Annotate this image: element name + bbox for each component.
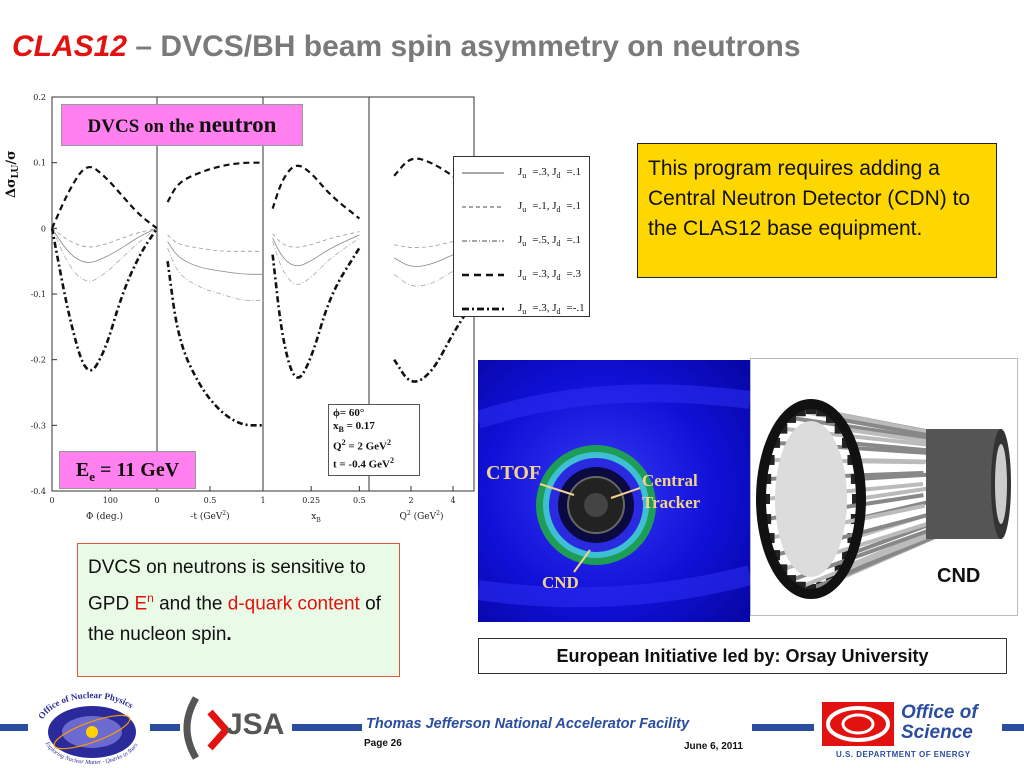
- footer-band: [150, 724, 180, 731]
- x-tick-label: 0.5: [204, 496, 217, 505]
- title-rest: – DVCS/BH beam spin asymmetry on neutron…: [127, 30, 801, 63]
- dvcs-neutron-label: DVCS on the neutron: [61, 104, 303, 146]
- series-line: [271, 247, 361, 379]
- svg-text:JSA: JSA: [226, 708, 284, 741]
- ctof-label: CTOF: [486, 462, 541, 484]
- kin-t: t = -0.4 GeV2: [333, 455, 394, 471]
- series-line: [393, 260, 471, 287]
- series-line: [167, 241, 263, 275]
- x-axis-label: Q2 (GeV2): [400, 510, 444, 522]
- cnd-photo-label: CND: [937, 565, 981, 587]
- cnd-tube: [790, 415, 934, 441]
- series-line: [51, 227, 158, 248]
- series-line: [272, 237, 360, 285]
- x-axis-label: xB: [311, 512, 321, 524]
- series-line: [50, 227, 159, 372]
- cnd-tube: [800, 530, 938, 589]
- x-axis-label: -t (GeV2): [190, 510, 229, 522]
- orsay-initiative-label: European Initiative led by: Orsay Univer…: [478, 638, 1007, 674]
- x-tick-label: 100: [103, 496, 118, 505]
- series-line: [393, 306, 471, 383]
- y-tick-label: 0.2: [33, 93, 46, 102]
- kinematics-box: ϕ= 60° xB = 0.17 Q2 = 2 GeV2 t = -0.4 Ge…: [328, 404, 420, 476]
- series-line: [51, 227, 158, 263]
- footer-lab-name: Thomas Jefferson National Accelerator Fa…: [366, 716, 690, 732]
- y-tick-label: -0.1: [31, 290, 46, 299]
- series-line: [51, 228, 158, 282]
- footer-band: [292, 724, 362, 731]
- cnd-tube: [820, 409, 946, 438]
- nuclear-physics-logo: Office of Nuclear Physics Exploring Nucl…: [36, 690, 140, 766]
- x-tick-label: 0.25: [302, 496, 320, 505]
- cnd-photo: [750, 358, 1018, 616]
- footer-band: [1002, 724, 1024, 731]
- central-tracker-label-1: Central: [642, 471, 698, 490]
- title-clas12: CLAS12: [12, 30, 128, 63]
- x-axis-label: Φ (deg.): [86, 511, 123, 522]
- chart-legend: Ju =.3, Jd =.1 Ju =.1, Jd =.1 Ju =.5, Jd =.1 Ju =.…: [453, 156, 590, 317]
- gpd-sensitivity-note: DVCS on neutrons is sensitive to GPD En …: [77, 543, 400, 677]
- page-title: CLAS12 – DVCS/BH beam spin asymmetry on …: [12, 30, 801, 64]
- footer-band: [0, 724, 28, 731]
- kin-q2: Q2 = 2 GeV2: [333, 438, 391, 453]
- cnd-requirement-note: This program requires adding a Central N…: [637, 143, 997, 278]
- y-tick-label: -0.3: [31, 421, 46, 430]
- legend-entry: Ju =.3, Jd =.3: [462, 267, 581, 283]
- legend-entry: Ju =.3, Jd =-.1: [462, 301, 585, 317]
- y-tick-label: 0: [41, 224, 46, 233]
- footer-band: [752, 724, 814, 731]
- doe-department-text: U.S. DEPARTMENT OF ENERGY: [836, 750, 971, 759]
- series-line: [167, 247, 263, 301]
- x-tick-label: 0: [49, 496, 54, 505]
- detector-cross-section-image: CTOF Central Tracker CND: [478, 360, 750, 622]
- legend-entry: Ju =.1, Jd =.1: [462, 199, 581, 215]
- series-line: [394, 237, 470, 248]
- x-tick-label: 2: [408, 496, 413, 505]
- y-axis-label: ΔσLU/σ: [4, 150, 21, 198]
- footer-date: June 6, 2011: [684, 741, 743, 752]
- series-line: [167, 234, 263, 252]
- x-tick-label: 4: [450, 496, 455, 505]
- series-line: [272, 234, 360, 267]
- x-tick-label: 0.5: [353, 496, 366, 505]
- series-line: [166, 260, 263, 427]
- legend-entry: Ju =.3, Jd =.1: [462, 165, 581, 181]
- legend-entry: Ju =.5, Jd =.1: [462, 233, 581, 249]
- office-of-science-logo: [822, 702, 894, 746]
- footer-page-number: Page 26: [364, 738, 402, 749]
- doe-science-text: Science: [901, 722, 973, 743]
- doe-office-text: Office of: [901, 702, 978, 723]
- x-tick-label: 1: [260, 496, 265, 505]
- kin-xb: xB = 0.17: [333, 420, 375, 435]
- kin-phi: ϕ= 60°: [333, 407, 365, 419]
- x-tick-label: 0: [154, 496, 159, 505]
- cnd-det-label: CND: [542, 573, 579, 592]
- beam-energy-label: Ee = 11 GeV: [59, 451, 196, 489]
- jsa-logo: JSA: [183, 696, 284, 760]
- series-line: [271, 164, 361, 220]
- y-tick-label: -0.4: [31, 487, 46, 496]
- series-line: [272, 231, 360, 248]
- y-tick-label: -0.2: [31, 356, 46, 365]
- series-line: [166, 161, 263, 203]
- series-line: [50, 165, 158, 230]
- y-tick-label: 0.1: [33, 159, 46, 168]
- central-tracker-label-2: Tracker: [642, 493, 701, 512]
